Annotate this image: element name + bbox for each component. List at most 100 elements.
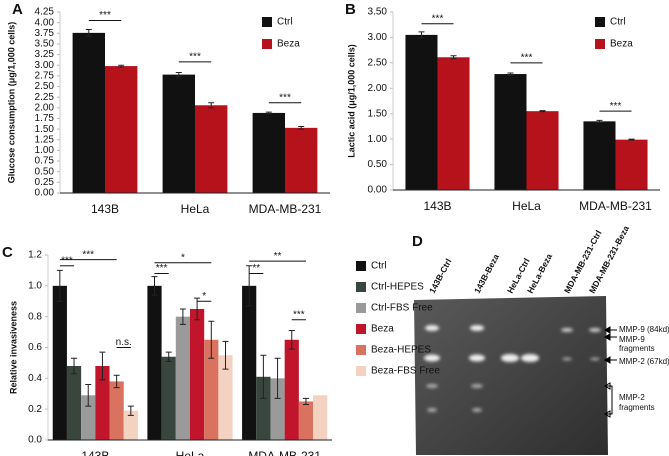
band: [590, 357, 600, 361]
x-tick-label: HeLa: [176, 449, 205, 456]
bar: [494, 74, 527, 190]
band-label: MMP-2: [619, 393, 645, 402]
significance-label: *: [181, 252, 185, 263]
error-bar: [450, 55, 457, 60]
error-bar: [298, 126, 305, 130]
error-bar: [274, 357, 281, 399]
band: [521, 354, 539, 362]
band: [501, 354, 519, 362]
panel-letter: B: [345, 1, 356, 18]
y-tick-label: 0.00: [368, 185, 388, 196]
bar: [66, 366, 82, 440]
band-label: fragments: [619, 403, 655, 412]
significance-label: ***: [279, 92, 291, 103]
error-bar: [113, 374, 120, 389]
x-tick-label: HeLa: [181, 202, 210, 216]
y-tick-label: 3.50: [368, 7, 388, 18]
bar: [313, 395, 328, 440]
legend-swatch: [595, 17, 605, 27]
error-bar: [165, 351, 172, 362]
y-tick-label: 0.50: [368, 159, 388, 170]
legend-swatch: [356, 282, 366, 292]
error-bar: [507, 72, 514, 76]
error-bar: [222, 340, 229, 370]
bar: [284, 339, 299, 440]
error-bar: [208, 320, 215, 359]
bar: [81, 395, 96, 440]
bar: [437, 57, 470, 191]
legend-swatch: [356, 261, 366, 271]
significance-label: **: [252, 263, 260, 274]
y-tick-label: 1.25: [35, 134, 55, 145]
legend-label: Ctrl: [277, 17, 293, 28]
band: [562, 357, 572, 361]
error-bar: [208, 102, 215, 109]
lane-label: 143B-Ctrl: [427, 257, 454, 295]
bar: [405, 34, 438, 191]
legend-swatch: [595, 39, 605, 49]
band: [470, 325, 484, 331]
arrow: [604, 326, 617, 334]
y-tick-label: 0.25: [35, 177, 55, 188]
y-tick-label: 3.00: [368, 32, 388, 43]
arrow: [604, 356, 617, 364]
bar: [256, 376, 271, 440]
y-tick-label: 1.00: [35, 145, 55, 156]
y-tick-label: 1.50: [35, 124, 55, 135]
legend-label: Beza: [610, 39, 633, 50]
bar: [270, 378, 285, 440]
gel-panel: D 143B-Ctrl 143B-Beza HeLa-Ctrl HeLa-Bez…: [412, 224, 669, 455]
legend-label: Ctrl: [610, 17, 626, 28]
error-bar: [265, 111, 272, 115]
x-tick-label: MDA-MB-231: [579, 199, 652, 213]
legend-swatch: [356, 324, 366, 334]
y-tick-label: 2.75: [35, 71, 55, 82]
error-bar: [628, 138, 635, 141]
band: [589, 328, 601, 332]
error-bar: [246, 265, 253, 307]
bar: [298, 401, 314, 440]
error-bar: [596, 119, 603, 123]
error-bar: [127, 405, 134, 416]
panel-letter: C: [2, 244, 13, 261]
band-label: MMP-2 (67kd): [619, 357, 669, 366]
legend-label: Ctrl-HEPES: [371, 282, 424, 293]
error-bar: [85, 28, 92, 37]
x-tick-label: MDA-MB-231: [249, 202, 322, 216]
legend-label: Ctrl: [371, 261, 387, 272]
y-tick-label: 0.8: [28, 311, 42, 322]
band-arrows: [604, 326, 617, 418]
x-tick-label: 143B: [91, 202, 119, 216]
y-tick-label: 3.50: [35, 39, 55, 50]
significance-label: ***: [82, 249, 94, 260]
y-tick-label: 3.75: [35, 28, 55, 39]
significance-label: *: [202, 291, 206, 302]
y-tick-label: 0.75: [35, 156, 55, 167]
y-axis-label: Lactic acid (μg/1,000 cells): [346, 44, 356, 158]
legend-label: Beza-FBS Free: [371, 366, 440, 377]
significance-label: n.s.: [116, 337, 132, 348]
legend-label: Beza-HEPES: [371, 345, 431, 356]
significance-label: **: [274, 251, 282, 262]
bar: [526, 111, 559, 190]
error-bar: [302, 397, 309, 406]
band-label: MMP-9 (84kd): [619, 325, 669, 334]
bar: [95, 366, 110, 440]
legend-swatch: [262, 17, 272, 27]
y-tick-label: 1.50: [368, 108, 388, 119]
bar: [161, 356, 176, 440]
legend-swatch: [356, 345, 366, 355]
error-bar: [56, 269, 63, 302]
band: [427, 408, 437, 412]
y-tick-label: 0.00: [35, 188, 55, 199]
y-tick-label: 1.0: [28, 280, 42, 291]
error-bar: [151, 276, 158, 296]
band: [426, 384, 438, 388]
y-tick-label: 4.00: [35, 17, 55, 28]
error-bar: [539, 110, 546, 113]
legend-label: Ctrl-FBS Free: [371, 303, 433, 314]
legend-swatch: [356, 303, 366, 313]
legend-swatch: [356, 366, 366, 376]
significance-label: ***: [156, 263, 168, 274]
